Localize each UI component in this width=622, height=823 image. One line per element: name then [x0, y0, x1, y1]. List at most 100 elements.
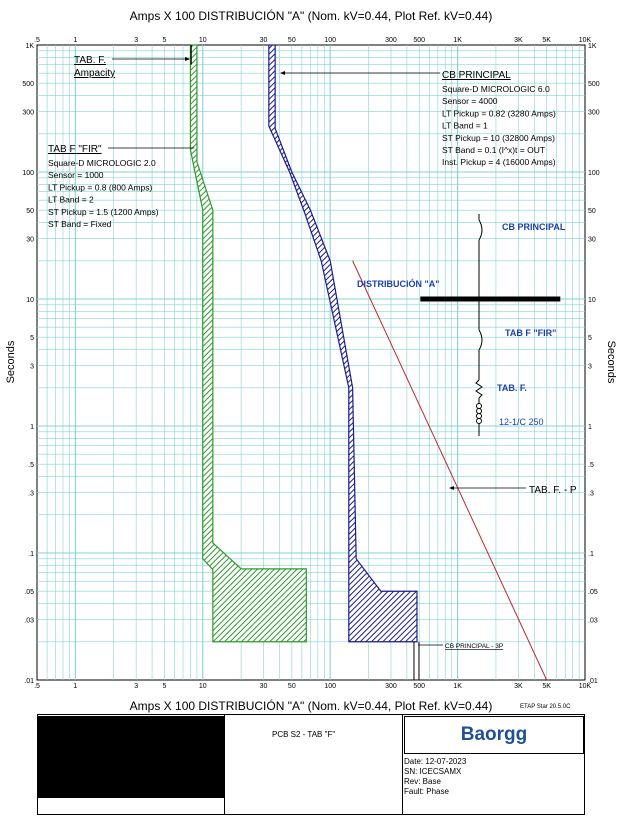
fir-setting: LT Band = 2	[48, 195, 94, 205]
y-tick-label-right: .5	[588, 462, 594, 469]
y-tick-label-left: .3	[28, 490, 34, 497]
breaker-symbol	[478, 219, 483, 241]
tab-f-p-curve	[352, 260, 548, 681]
title-block-divider	[224, 714, 225, 815]
y-tick-label-right: 100	[588, 170, 600, 177]
y-tick-label-left: .05	[24, 589, 34, 596]
x-tick-label-bottom: 1K	[453, 683, 462, 690]
tcc-curves	[189, 44, 548, 681]
y-tick-label-left: 1	[30, 424, 34, 431]
fir-setting: ST Pickup = 1.5 (1200 Amps)	[48, 207, 159, 217]
y-tick-label-left: 500	[22, 81, 34, 88]
tab-f-p-arrow	[449, 486, 454, 490]
y-tick-label-left: .03	[24, 617, 34, 624]
one-line-cable: 12-1/C 250	[499, 417, 544, 427]
x-tick-label-bottom: 30	[260, 683, 268, 690]
fir-setting: Square-D MICROLOGIC 2.0	[48, 158, 156, 168]
plot-frame	[36, 44, 586, 681]
y-tick-label-left: 5	[30, 335, 34, 342]
y-tick-label-right: 10	[588, 297, 596, 304]
fir-setting: LT Pickup = 0.8 (800 Amps)	[48, 182, 153, 192]
rev-field: Rev: Base	[404, 777, 441, 786]
cb-setting: Sensor = 4000	[442, 96, 498, 106]
x-tick-label-top: 10K	[579, 37, 592, 44]
redacted-block	[37, 716, 224, 798]
x-tick-label-bottom: 5K	[542, 683, 551, 690]
x-tick-label-top: 10	[199, 37, 207, 44]
software-version: ETAP Star 20.5.0C	[520, 704, 571, 710]
y-axis-label-left: Seconds	[5, 340, 17, 383]
cb-setting: ST Pickup = 10 (32800 Amps)	[442, 133, 555, 143]
y-tick-label-right: .03	[588, 617, 598, 624]
cable-symbol	[475, 379, 483, 399]
fir-setting: ST Band = Fixed	[48, 219, 112, 229]
load-coil	[476, 418, 482, 424]
x-tick-label-bottom: 5	[162, 683, 166, 690]
x-tick-label-top: 1	[73, 37, 77, 44]
cb-principal-band	[268, 44, 418, 643]
one-line-cb-principal: CB PRINCIPAL	[502, 222, 566, 232]
y-tick-label-right: .01	[588, 678, 598, 685]
x-tick-label-top: 50	[288, 37, 296, 44]
y-tick-label-left: 50	[26, 208, 34, 215]
cb-principal-label: CB PRINCIPAL	[442, 70, 511, 81]
tab-f-p-label: TAB. F. - P	[529, 485, 577, 496]
cb-setting: Inst. Pickup = 4 (16000 Amps)	[442, 157, 556, 167]
y-tick-label-left: .1	[28, 551, 34, 558]
y-tick-label-left: .01	[24, 678, 34, 685]
axis-ticks: .5 .5 1 1 3 3 5 5 10 10 30 30 50 50 100 100 300 300 500 500…	[5, 37, 617, 690]
x-tick-label-bottom: 3K	[514, 683, 523, 690]
y-tick-label-right: 5	[588, 335, 592, 342]
x-tick-label-top: 100	[324, 37, 336, 44]
breaker-symbol	[478, 329, 483, 351]
title-block-divider-2	[402, 714, 403, 815]
chart-title-bottom: Amps X 100 DISTRIBUCIÓN "A" (Nom. kV=0.4…	[129, 699, 493, 713]
ampacity-label-2: Ampacity	[74, 68, 115, 79]
y-tick-label-right: .05	[588, 589, 598, 596]
y-tick-label-left: 30	[26, 236, 34, 243]
x-tick-label-top: 1K	[453, 37, 462, 44]
fir-setting: Sensor = 1000	[48, 170, 104, 180]
x-tick-label-bottom: 1	[73, 683, 77, 690]
logo-text: Baorgg	[460, 724, 528, 745]
y-tick-label-right: 1	[588, 424, 592, 431]
cb-setting: LT Band = 1	[442, 121, 488, 131]
sn-field: SN: ICECSAMX	[404, 767, 462, 776]
y-tick-label-left: 3	[30, 363, 34, 370]
chart-annotations: TAB. F. Ampacity TAB F "FIR" Square-D MICRO…	[48, 55, 577, 680]
y-tick-label-left: .5	[28, 462, 34, 469]
fir-band	[189, 44, 307, 643]
y-tick-label-left: 300	[22, 109, 34, 116]
project-label: PCB S2 - TAB "F"	[272, 730, 336, 739]
chart-title-top: Amps X 100 DISTRIBUCIÓN "A" (Nom. kV=0.4…	[129, 9, 493, 23]
company-logo: Baorgg	[404, 716, 584, 754]
cb-setting: Square-D MICROLOGIC 6.0	[442, 84, 550, 94]
x-tick-label-bottom: .5	[34, 683, 40, 690]
y-tick-label-left: 10	[26, 297, 34, 304]
y-tick-label-right: 3	[588, 363, 592, 370]
x-tick-label-top: 3	[134, 37, 138, 44]
one-line-diagram: CB PRINCIPAL DISTRIBUCIÓN "A" TAB F "FIR" T…	[357, 214, 566, 436]
x-tick-label-top: 30	[260, 37, 268, 44]
y-tick-label-right: .3	[588, 490, 594, 497]
cb-principal-arrow	[280, 71, 285, 75]
y-tick-label-right: 50	[588, 208, 596, 215]
ampacity-label-1: TAB. F.	[74, 55, 106, 66]
y-tick-label-right: 500	[588, 81, 600, 88]
cb-3p-label: CB PRINCIPAL - 3P	[445, 643, 503, 650]
one-line-distribucion: DISTRIBUCIÓN "A"	[357, 278, 440, 289]
x-tick-label-top: 300	[385, 37, 397, 44]
y-tick-label-right: 30	[588, 236, 596, 243]
x-tick-label-top: 500	[413, 37, 425, 44]
y-tick-label-right: .1	[588, 551, 594, 558]
cb-setting: ST Band = 0.1 (I^x)t = OUT	[442, 145, 545, 155]
fir-label: TAB F "FIR"	[48, 144, 102, 155]
x-tick-label-bottom: 100	[324, 683, 336, 690]
x-tick-label-bottom: 10	[199, 683, 207, 690]
x-tick-label-bottom: 50	[288, 683, 296, 690]
ampacity-arrow	[185, 57, 191, 61]
x-tick-label-top: 5K	[542, 37, 551, 44]
tcc-chart: .5 .5 1 1 3 3 5 5 10 10 30 30 50 50 100 100 300 300 500 500…	[5, 37, 617, 690]
y-tick-label-right: 300	[588, 109, 600, 116]
y-tick-label-left: 100	[22, 170, 34, 177]
